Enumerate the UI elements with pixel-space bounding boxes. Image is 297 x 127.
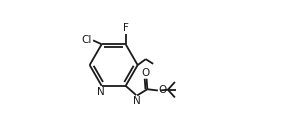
Text: F: F [123, 23, 129, 33]
Text: N: N [133, 96, 140, 106]
Text: N: N [97, 87, 105, 97]
Text: O: O [159, 85, 167, 95]
Text: O: O [141, 68, 150, 78]
Text: Cl: Cl [82, 35, 92, 45]
